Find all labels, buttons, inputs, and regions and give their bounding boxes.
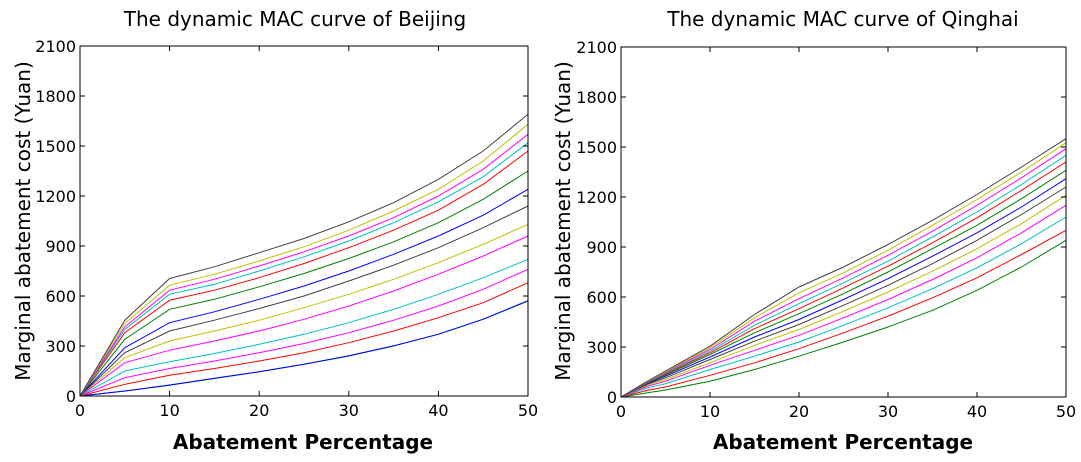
series-line-9 bbox=[620, 161, 1067, 398]
series-line-5 bbox=[79, 258, 529, 397]
series-line-5 bbox=[620, 194, 1067, 398]
series-line-7 bbox=[79, 223, 529, 397]
qinghai-plot-area: 0 300 600 900 1200 1500 1800 2100 0 10 20 30 40 50 bbox=[576, 38, 1076, 421]
x-tick-label: 20 bbox=[249, 401, 269, 420]
x-axis-label: Abatement Percentage bbox=[713, 430, 973, 454]
series-line-12 bbox=[620, 142, 1067, 398]
series-line-3 bbox=[79, 282, 529, 397]
x-tick-label: 50 bbox=[1056, 402, 1076, 421]
series-line-10 bbox=[620, 154, 1067, 398]
series-line-14 bbox=[79, 123, 529, 397]
y-tick-label: 300 bbox=[586, 338, 617, 357]
plot-frame bbox=[620, 46, 1067, 398]
y-tick-label: 600 bbox=[586, 288, 617, 307]
x-tick-label: 40 bbox=[428, 401, 448, 420]
y-tick-label: 1200 bbox=[576, 188, 617, 207]
series-line-13 bbox=[620, 138, 1067, 398]
series-line-10 bbox=[79, 170, 529, 397]
series-line-13 bbox=[79, 133, 529, 397]
beijing-plot-area: 0 300 600 900 1200 1500 1800 2100 0 10 20 30 40 50 bbox=[35, 37, 538, 420]
series-line-1 bbox=[620, 239, 1067, 398]
y-tick-label: 600 bbox=[45, 287, 76, 306]
series-line-11 bbox=[79, 150, 529, 397]
chart-title: The dynamic MAC curve of Beijing bbox=[123, 7, 466, 31]
x-tick-label: 10 bbox=[700, 402, 720, 421]
series-line-3 bbox=[620, 216, 1067, 398]
series-line-1 bbox=[79, 300, 529, 397]
x-tick-label: 10 bbox=[159, 401, 179, 420]
series-line-8 bbox=[79, 205, 529, 397]
y-tick-label: 300 bbox=[45, 337, 76, 356]
y-tick-label: 1800 bbox=[35, 87, 76, 106]
x-tick-label: 30 bbox=[339, 401, 359, 420]
y-tick-label: 1800 bbox=[576, 88, 617, 107]
x-tick-label: 30 bbox=[878, 402, 898, 421]
series-line-12 bbox=[79, 142, 529, 397]
x-tick-label: 0 bbox=[616, 402, 626, 421]
series-line-7 bbox=[620, 178, 1067, 398]
series-line-6 bbox=[79, 235, 529, 397]
y-tick-label: 0 bbox=[607, 388, 617, 407]
y-axis-label: Marginal abatement cost (Yuan) bbox=[11, 61, 35, 380]
y-tick-label: 1200 bbox=[35, 187, 76, 206]
qinghai-chart-svg: The dynamic MAC curve of Qinghai Margina… bbox=[551, 7, 1076, 454]
beijing-chart-svg: The dynamic MAC curve of Beijing Margina… bbox=[11, 7, 538, 454]
y-tick-label: 900 bbox=[586, 238, 617, 257]
series-line-4 bbox=[79, 268, 529, 397]
series-line-4 bbox=[620, 204, 1067, 398]
beijing-chart: The dynamic MAC curve of Beijing Margina… bbox=[0, 0, 540, 458]
series-line-15 bbox=[79, 113, 529, 397]
chart-title: The dynamic MAC curve of Qinghai bbox=[666, 7, 1019, 31]
series-line-9 bbox=[79, 188, 529, 397]
x-tick-label: 40 bbox=[967, 402, 987, 421]
plot-frame bbox=[79, 45, 529, 397]
y-tick-label: 900 bbox=[45, 237, 76, 256]
y-tick-label: 0 bbox=[66, 387, 76, 406]
series-line-2 bbox=[79, 300, 529, 397]
y-axis-label: Marginal abatement cost (Yuan) bbox=[551, 61, 575, 380]
y-tick-label: 2100 bbox=[35, 37, 76, 56]
series-line-6 bbox=[620, 186, 1067, 398]
series-line-2 bbox=[620, 229, 1067, 398]
y-tick-label: 1500 bbox=[35, 137, 76, 156]
x-axis-label: Abatement Percentage bbox=[173, 430, 433, 454]
x-tick-label: 20 bbox=[789, 402, 809, 421]
series-line-8 bbox=[620, 169, 1067, 398]
y-tick-label: 1500 bbox=[576, 138, 617, 157]
x-tick-label: 0 bbox=[75, 401, 85, 420]
qinghai-chart: The dynamic MAC curve of Qinghai Margina… bbox=[540, 0, 1081, 458]
y-tick-label: 2100 bbox=[576, 38, 617, 57]
x-tick-label: 50 bbox=[518, 401, 538, 420]
